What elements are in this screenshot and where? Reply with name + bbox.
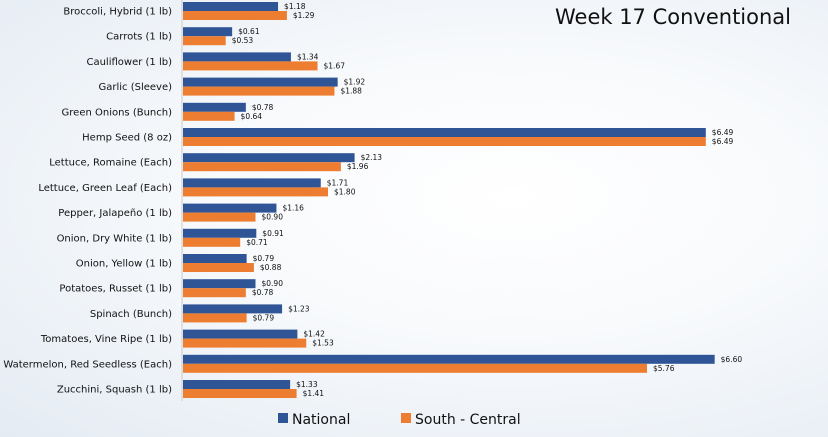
value-label-south-central-pepper-jalape-o-1-lb: $0.90 <box>262 213 284 222</box>
value-label-south-central-lettuce-green-leaf-each: $1.80 <box>334 187 356 196</box>
bar-national-onion-yellow-1-lb <box>183 254 247 263</box>
bar-national-watermelon-red-seedless-each <box>183 354 715 364</box>
bar-south-central-onion-yellow-1-lb <box>183 263 254 272</box>
value-label-national-green-onions-bunch: $0.78 <box>252 103 274 112</box>
bar-group: Broccoli, Hybrid (1 lb) $1.18$1.29 Carrots… <box>3 2 742 398</box>
category-label-watermelon-red-seedless-each: Watermelon, Red Seedless (Each) <box>3 359 172 370</box>
value-label-national-carrots-1-lb: $0.61 <box>238 27 260 36</box>
value-label-national-garlic-sleeve: $1.92 <box>344 78 366 87</box>
bar-national-spinach-bunch <box>183 304 283 314</box>
category-label-garlic-sleeve: Garlic (Sleeve) <box>98 82 172 93</box>
category-label-potatoes-russet-1-lb: Potatoes, Russet (1 lb) <box>59 284 172 295</box>
bar-south-central-garlic-sleeve <box>183 86 335 96</box>
bar-south-central-lettuce-green-leaf-each <box>183 187 328 197</box>
bar-south-central-tomatoes-vine-ripe-1-lb <box>183 338 307 348</box>
bar-south-central-hemp-seed-8-oz <box>183 137 706 146</box>
chart-title: Week 17 Conventional <box>555 5 791 29</box>
bar-national-pepper-jalape-o-1-lb <box>183 203 277 213</box>
bar-national-onion-dry-white-1-lb <box>183 228 257 238</box>
value-label-south-central-garlic-sleeve: $1.88 <box>340 87 362 96</box>
legend-label-south-central: South - Central <box>415 412 521 428</box>
value-label-south-central-cauliflower-1-lb: $1.67 <box>324 61 346 70</box>
value-label-south-central-green-onions-bunch: $0.64 <box>241 112 263 121</box>
bar-south-central-lettuce-romaine-each <box>183 162 341 172</box>
category-label-lettuce-green-leaf-each: Lettuce, Green Leaf (Each) <box>38 183 172 194</box>
value-label-south-central-zucchini-squash-1-lb: $1.41 <box>303 389 325 398</box>
value-label-south-central-onion-dry-white-1-lb: $0.71 <box>246 238 268 247</box>
value-label-national-broccoli-hybrid-1-lb: $1.18 <box>284 2 306 11</box>
value-label-south-central-broccoli-hybrid-1-lb: $1.29 <box>293 11 315 20</box>
value-label-south-central-watermelon-red-seedless-each: $5.76 <box>653 364 675 373</box>
legend-label-national: National <box>292 412 350 428</box>
category-label-zucchini-squash-1-lb: Zucchini, Squash (1 lb) <box>57 385 172 396</box>
category-label-spinach-bunch: Spinach (Bunch) <box>90 309 172 320</box>
value-label-national-onion-yellow-1-lb: $0.79 <box>253 254 275 263</box>
value-label-national-tomatoes-vine-ripe-1-lb: $1.42 <box>303 330 325 339</box>
value-label-national-cauliflower-1-lb: $1.34 <box>297 52 319 61</box>
value-label-national-spinach-bunch: $1.23 <box>288 304 310 313</box>
bar-national-hemp-seed-8-oz <box>183 128 706 137</box>
bar-south-central-zucchini-squash-1-lb <box>183 389 297 398</box>
category-label-onion-yellow-1-lb: Onion, Yellow (1 lb) <box>76 259 172 270</box>
category-label-broccoli-hybrid-1-lb: Broccoli, Hybrid (1 lb) <box>63 7 172 18</box>
bar-national-cauliflower-1-lb <box>183 52 291 62</box>
value-label-south-central-onion-yellow-1-lb: $0.88 <box>260 263 282 272</box>
legend-swatch-south-central <box>401 413 411 423</box>
value-label-south-central-hemp-seed-8-oz: $6.49 <box>712 137 734 146</box>
bar-national-garlic-sleeve <box>183 77 338 87</box>
category-label-carrots-1-lb: Carrots (1 lb) <box>106 32 172 43</box>
legend-swatch-national <box>278 413 288 423</box>
bar-south-central-cauliflower-1-lb <box>183 61 318 71</box>
value-label-national-potatoes-russet-1-lb: $0.90 <box>262 279 284 288</box>
value-label-national-lettuce-green-leaf-each: $1.71 <box>327 178 349 187</box>
value-label-south-central-lettuce-romaine-each: $1.96 <box>347 162 369 171</box>
category-label-tomatoes-vine-ripe-1-lb: Tomatoes, Vine Ripe (1 lb) <box>40 334 172 345</box>
bar-south-central-onion-dry-white-1-lb <box>183 237 241 247</box>
value-label-south-central-tomatoes-vine-ripe-1-lb: $1.53 <box>312 339 334 348</box>
bar-national-potatoes-russet-1-lb <box>183 279 256 289</box>
category-label-hemp-seed-8-oz: Hemp Seed (8 oz) <box>82 133 172 144</box>
bar-national-tomatoes-vine-ripe-1-lb <box>183 329 298 339</box>
bar-south-central-green-onions-bunch <box>183 111 235 121</box>
category-label-green-onions-bunch: Green Onions (Bunch) <box>62 107 173 118</box>
value-label-national-pepper-jalape-o-1-lb: $1.16 <box>282 204 304 213</box>
bar-south-central-watermelon-red-seedless-each <box>183 363 647 373</box>
value-label-national-zucchini-squash-1-lb: $1.33 <box>296 380 318 389</box>
value-label-south-central-carrots-1-lb: $0.53 <box>232 36 254 45</box>
bar-south-central-broccoli-hybrid-1-lb <box>183 11 287 20</box>
value-label-national-lettuce-romaine-each: $2.13 <box>361 153 383 162</box>
legend: National South - Central <box>278 412 521 428</box>
bar-national-lettuce-green-leaf-each <box>183 178 321 188</box>
value-label-national-watermelon-red-seedless-each: $6.60 <box>721 355 743 364</box>
category-label-lettuce-romaine-each: Lettuce, Romaine (Each) <box>49 158 172 169</box>
value-label-south-central-potatoes-russet-1-lb: $0.78 <box>252 288 274 297</box>
category-label-cauliflower-1-lb: Cauliflower (1 lb) <box>86 57 172 68</box>
value-label-national-hemp-seed-8-oz: $6.49 <box>712 128 734 137</box>
bar-national-broccoli-hybrid-1-lb <box>183 2 279 11</box>
bar-national-carrots-1-lb <box>183 27 233 37</box>
value-label-national-onion-dry-white-1-lb: $0.91 <box>262 229 284 238</box>
category-label-onion-dry-white-1-lb: Onion, Dry White (1 lb) <box>57 233 173 244</box>
bar-south-central-pepper-jalape-o-1-lb <box>183 212 256 222</box>
bar-national-zucchini-squash-1-lb <box>183 380 291 389</box>
bar-south-central-spinach-bunch <box>183 313 247 323</box>
bar-south-central-carrots-1-lb <box>183 36 226 46</box>
bar-national-lettuce-romaine-each <box>183 153 355 163</box>
value-label-south-central-spinach-bunch: $0.79 <box>253 313 275 322</box>
bar-south-central-potatoes-russet-1-lb <box>183 288 246 298</box>
bar-national-green-onions-bunch <box>183 102 246 112</box>
category-label-pepper-jalape-o-1-lb: Pepper, Jalapeño (1 lb) <box>58 208 172 219</box>
